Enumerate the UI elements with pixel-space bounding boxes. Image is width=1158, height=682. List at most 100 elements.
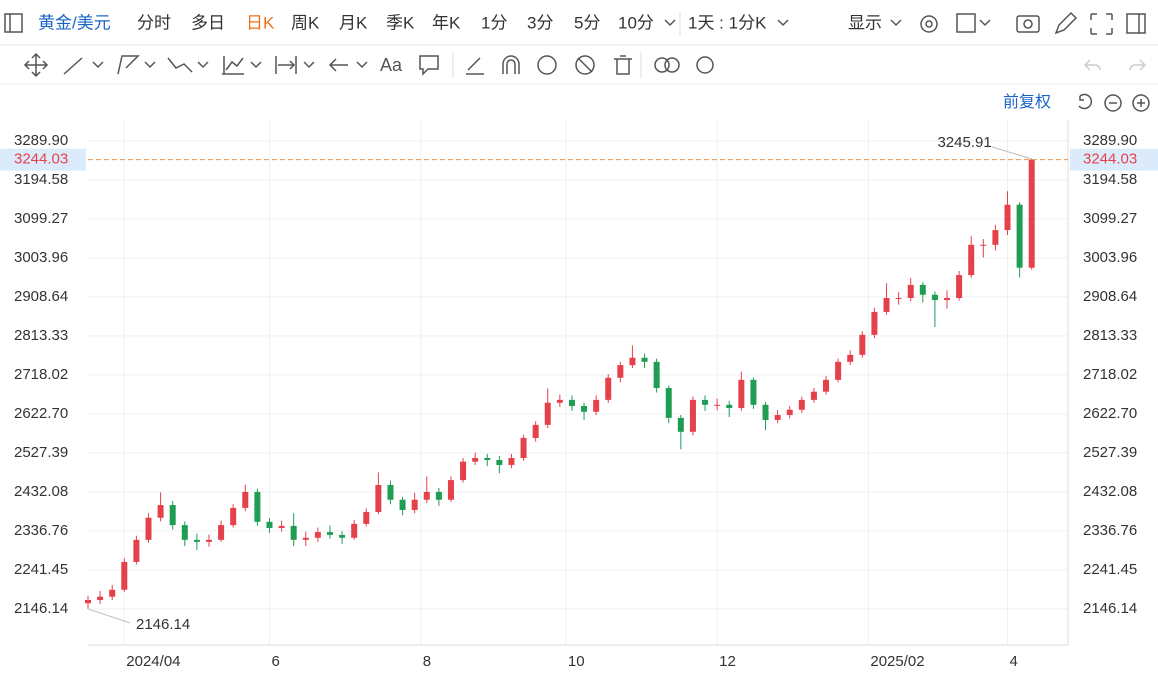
candle-body <box>907 284 914 299</box>
y-tick-label: 2527.39 <box>14 444 68 461</box>
candle-body <box>738 379 745 409</box>
candle-body <box>157 505 164 518</box>
measure-tool[interactable] <box>275 56 297 74</box>
hide-tool[interactable] <box>575 55 595 75</box>
candle-body <box>968 244 975 276</box>
chevron <box>777 19 789 27</box>
candle-body <box>411 499 418 510</box>
range-select[interactable]: 1天 : 1分K <box>688 13 767 32</box>
settings-icon-core <box>925 20 933 28</box>
y-tick-label: 2622.70 <box>14 405 68 422</box>
y2-tick-label: 3194.58 <box>1083 171 1137 188</box>
hide-tool-slash <box>577 57 593 73</box>
candle-body <box>85 599 91 604</box>
period-tab[interactable]: 月K <box>339 13 368 32</box>
panel-icon[interactable] <box>1126 13 1146 34</box>
y-tick-label: 3289.90 <box>14 132 68 149</box>
candle-body <box>931 294 938 301</box>
candle-body <box>290 525 297 540</box>
adjust-mode[interactable]: 前复权 <box>1003 93 1051 111</box>
candle-body <box>568 399 575 407</box>
sidebar-toggle[interactable] <box>4 13 23 33</box>
candle-body <box>629 357 636 366</box>
candle-body <box>254 491 261 522</box>
candle-body <box>689 399 696 432</box>
period-tab[interactable]: 多日 <box>191 13 225 32</box>
candle-body <box>762 404 769 420</box>
candle-body <box>326 532 333 535</box>
candle-body <box>810 391 817 400</box>
fullscreen-icon[interactable] <box>1090 13 1113 35</box>
note-tool[interactable] <box>419 55 439 76</box>
arrow-tool[interactable] <box>328 58 348 72</box>
undo[interactable] <box>1083 59 1101 71</box>
move-tool[interactable] <box>23 52 49 78</box>
symbol[interactable]: 黄金/美元 <box>38 13 111 32</box>
text-tool[interactable]: Aa <box>380 55 403 75</box>
candle-body <box>956 275 963 299</box>
period-tab[interactable]: 分时 <box>137 13 171 32</box>
candle-body <box>133 539 140 562</box>
display-menu[interactable]: 显示 <box>848 13 882 32</box>
candle-body <box>435 491 442 500</box>
period-tab[interactable]: 年K <box>432 13 461 32</box>
candle-body <box>472 457 479 462</box>
candle-body <box>121 561 128 590</box>
chevron <box>144 61 156 69</box>
settings-icon[interactable] <box>920 15 938 33</box>
plot: 3289.90 3289.90 3194.58 3194.58 3099.27 3099.… <box>0 120 1158 670</box>
line-tool[interactable] <box>63 57 83 75</box>
camera-icon[interactable] <box>1016 15 1040 33</box>
max-leader <box>991 146 1032 160</box>
candle-body <box>447 480 454 500</box>
candle-body <box>774 415 781 420</box>
candle-body <box>750 379 757 405</box>
y-tick-label: 3003.96 <box>14 249 68 266</box>
period-tab[interactable]: 周K <box>291 13 320 32</box>
indicator-settings[interactable] <box>696 56 714 74</box>
zoom-out[interactable] <box>1104 94 1122 112</box>
period-tabs: 分时 多日 日K 周K 月K 季K 年K 1分 3分 5分 10分 <box>137 13 654 32</box>
candle-body <box>520 437 527 458</box>
compare-tool[interactable] <box>654 57 670 73</box>
zoom-in[interactable] <box>1132 94 1150 112</box>
candle-body <box>1028 159 1035 268</box>
period-tab[interactable]: 10分 <box>618 13 654 32</box>
edit-icon[interactable] <box>1054 11 1078 35</box>
period-tab[interactable]: 日K <box>246 13 275 32</box>
candle-body <box>278 525 285 528</box>
candle-body <box>145 517 152 540</box>
period-tab[interactable]: 1分 <box>481 13 507 32</box>
candle-body <box>339 534 346 538</box>
candle-body <box>992 230 999 245</box>
candle-body <box>798 399 805 410</box>
period-tab[interactable]: 季K <box>386 13 415 32</box>
candle-body <box>641 357 648 362</box>
polyline-tool[interactable] <box>117 55 140 75</box>
price-label: 3244.03 <box>1083 151 1137 168</box>
wave-tool[interactable] <box>167 57 193 73</box>
candle-body <box>218 525 225 540</box>
fib-tool[interactable] <box>222 56 244 75</box>
y-tick-label: 2146.14 <box>14 600 68 617</box>
y-tick-label: 3194.58 <box>14 171 68 188</box>
candle-body <box>205 539 212 542</box>
magnet-tool[interactable] <box>502 55 520 74</box>
candle-body <box>581 406 588 412</box>
candle-body <box>944 298 951 301</box>
x-tick-label: 8 <box>423 653 431 670</box>
lock-tool[interactable] <box>537 55 557 75</box>
candle-body <box>919 284 926 295</box>
period-tab[interactable]: 5分 <box>574 13 600 32</box>
delete-tool[interactable] <box>614 55 632 75</box>
draw-tool[interactable] <box>466 57 484 75</box>
candle-body <box>980 244 987 246</box>
y-tick-label: 2813.33 <box>14 327 68 344</box>
redo[interactable] <box>1129 59 1147 71</box>
chevron <box>303 61 315 69</box>
period-tab[interactable]: 3分 <box>527 13 553 32</box>
reset-icon[interactable] <box>1078 93 1093 110</box>
layout-icon[interactable] <box>956 13 976 33</box>
candle-body <box>460 461 467 481</box>
candle-body <box>242 491 249 508</box>
